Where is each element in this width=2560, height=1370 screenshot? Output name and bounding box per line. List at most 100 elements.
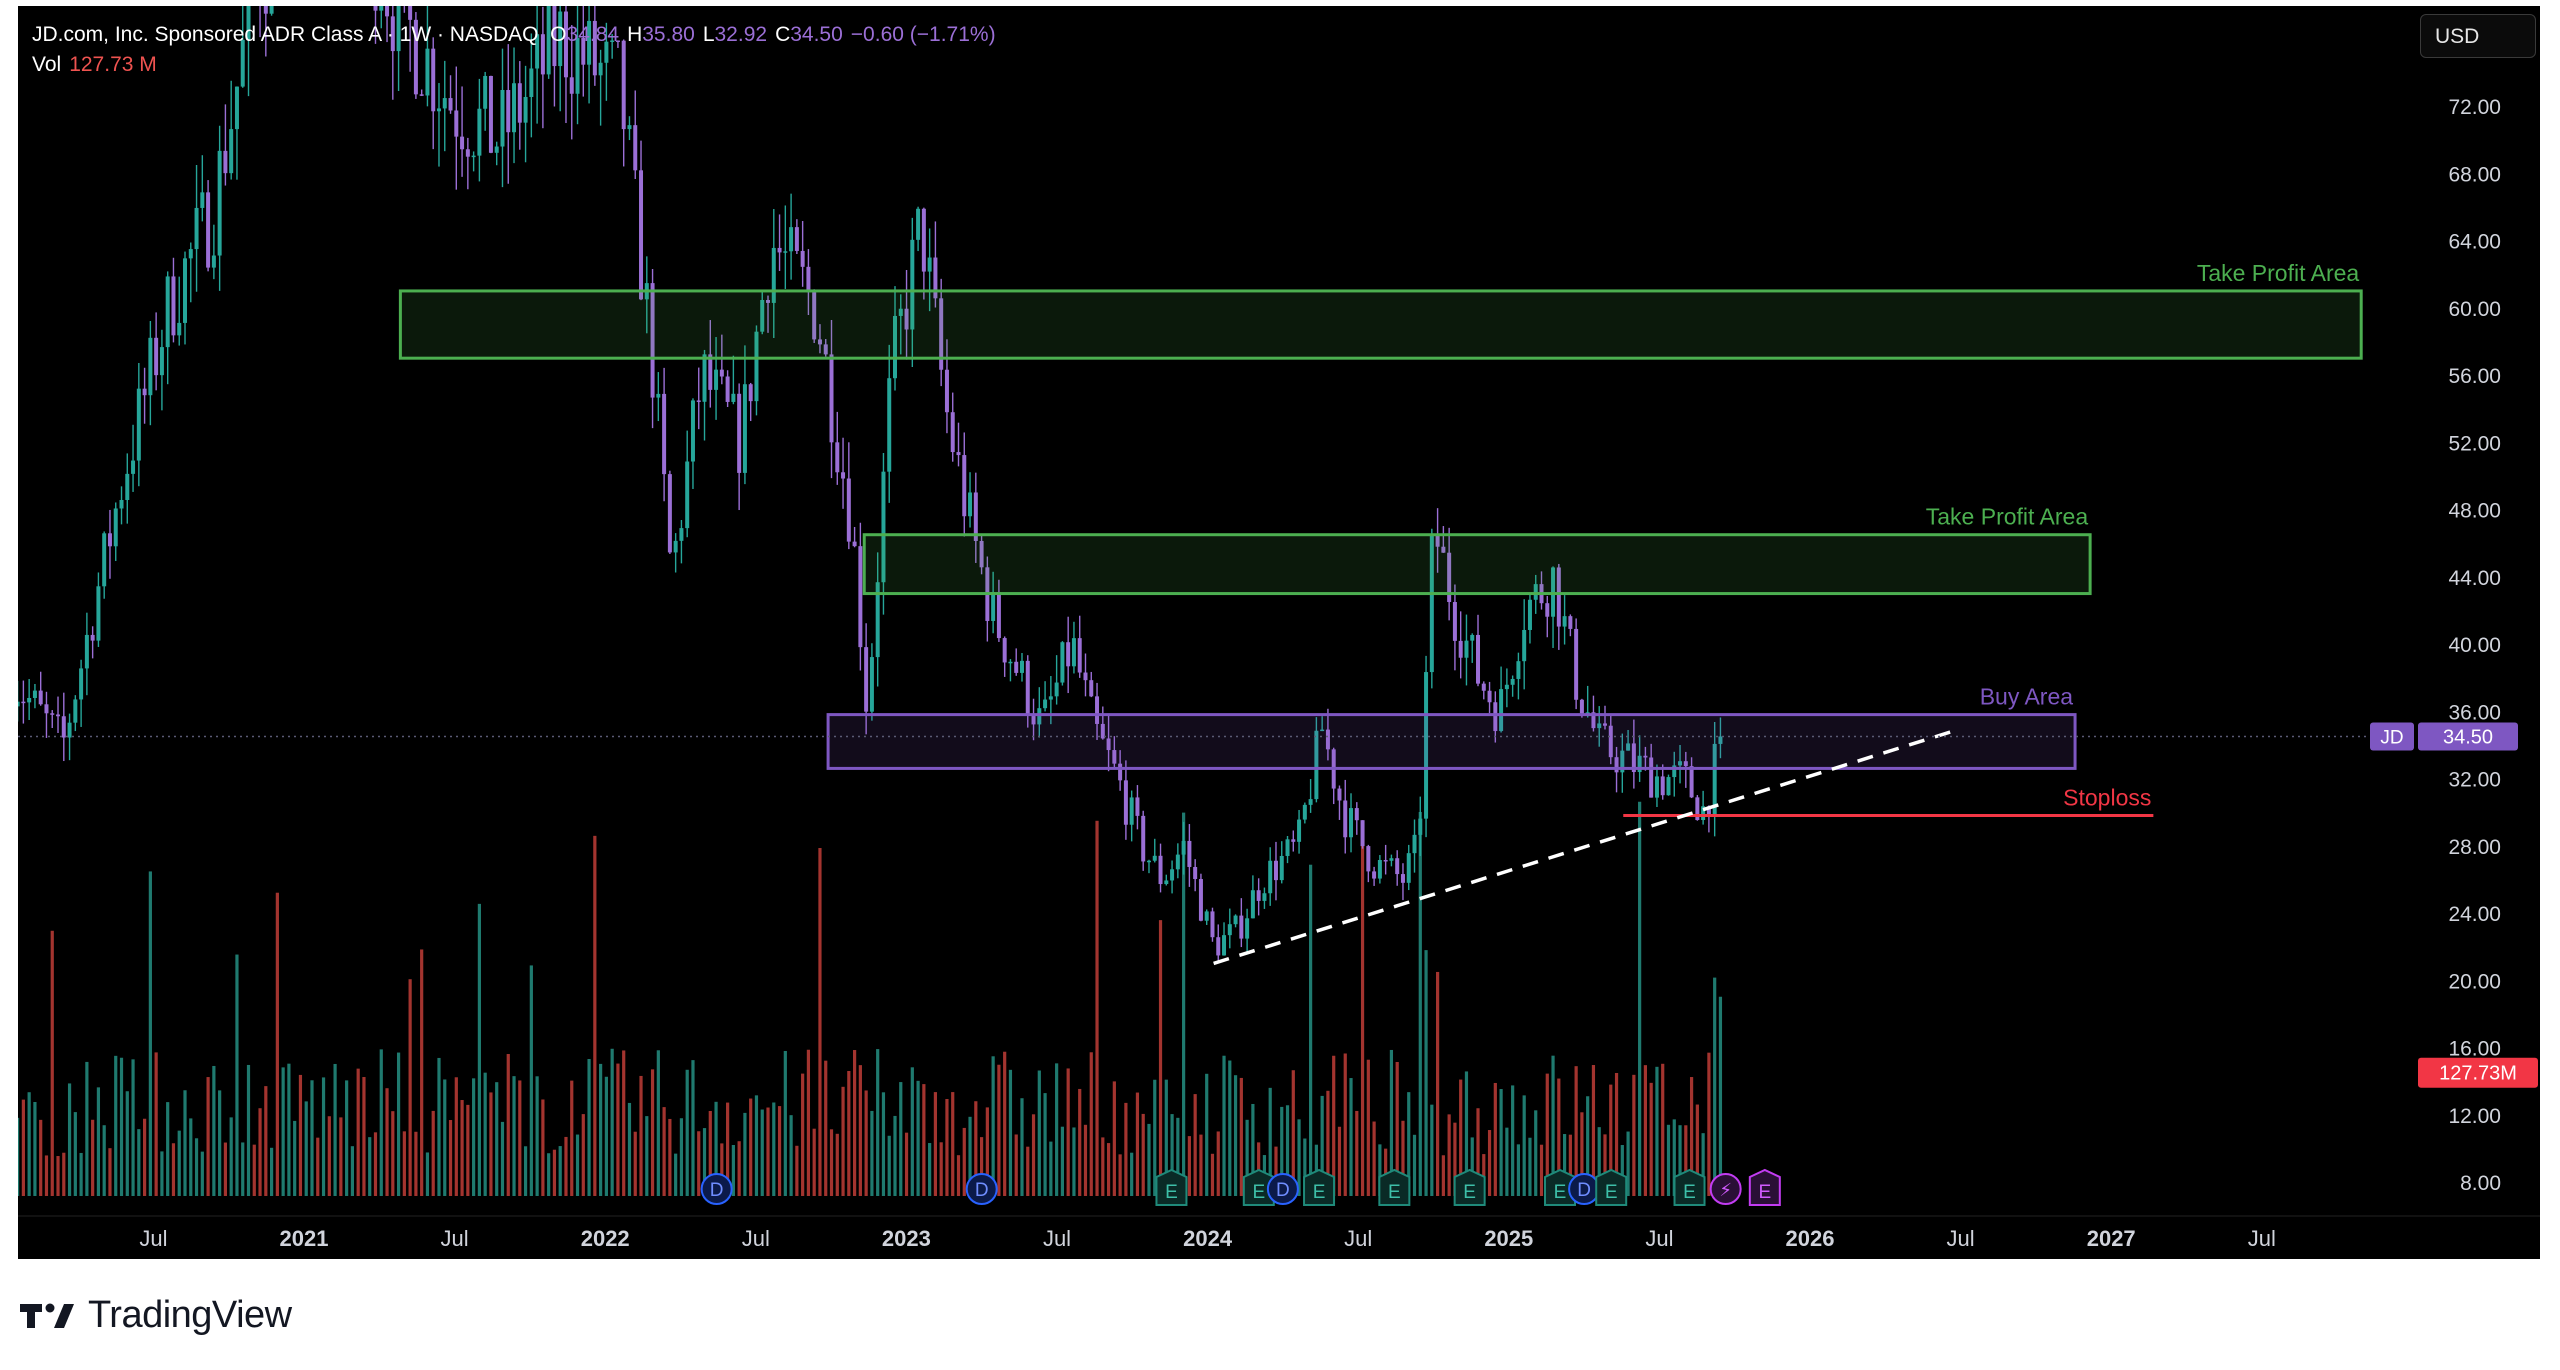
volume-bar <box>726 1102 730 1196</box>
volume-bar <box>876 1049 880 1196</box>
candle-body <box>933 257 938 299</box>
volume-bar <box>1430 1104 1434 1196</box>
volume-bar <box>962 1127 966 1196</box>
symbol-tag-label: JD <box>2380 727 2403 748</box>
earnings-event-marker[interactable] <box>1673 1168 1706 1206</box>
candle-body <box>794 227 799 251</box>
volume-label[interactable]: Vol <box>32 53 62 76</box>
close-value: 34.50 <box>790 23 843 46</box>
candle-body <box>148 337 153 396</box>
volume-bar <box>783 1050 787 1196</box>
candle-body <box>1302 804 1307 820</box>
candle-body <box>471 155 476 158</box>
candle-body <box>1476 634 1481 684</box>
take-profit-area-box[interactable] <box>398 289 2363 360</box>
volume-bar <box>1124 1102 1128 1196</box>
candle-body <box>419 94 424 96</box>
volume-bar <box>899 1082 903 1196</box>
candle-body <box>1435 534 1440 547</box>
candle-body <box>102 533 107 587</box>
candle-body <box>96 586 101 641</box>
volume-bar <box>102 1125 106 1196</box>
volume-bar <box>246 1064 251 1196</box>
volume-bar <box>1609 1084 1613 1196</box>
candle-body <box>615 40 620 42</box>
volume-bar <box>639 1075 643 1196</box>
tradingview-brand[interactable]: TradingView <box>20 1290 292 1340</box>
earnings-event-marker[interactable] <box>1303 1168 1336 1206</box>
candle-body <box>1002 638 1007 663</box>
candle-body <box>552 6 557 67</box>
volume-bar <box>541 1099 545 1196</box>
buy-area-box[interactable] <box>826 713 2077 770</box>
volume-bar <box>910 1067 914 1196</box>
volume-bar <box>1470 1137 1474 1196</box>
chart-frame[interactable]: Take Profit Area Take Profit Area Buy Area… <box>18 6 2540 1259</box>
volume-bar <box>806 1049 811 1196</box>
split-event-marker[interactable] <box>1709 1173 1742 1205</box>
volume-bar <box>67 1083 72 1196</box>
dividend-event-label: D <box>975 1180 989 1201</box>
dividend-event-marker[interactable] <box>700 1173 733 1205</box>
candle-body <box>1297 819 1302 842</box>
volume-bar <box>1153 1079 1157 1196</box>
volume-bar <box>1441 1155 1445 1196</box>
candle-body <box>107 533 112 547</box>
volume-bar <box>91 1119 95 1196</box>
candle-body <box>1037 708 1042 725</box>
dividend-event-marker[interactable] <box>1266 1173 1299 1205</box>
candle-body <box>610 40 615 42</box>
volume-bar <box>56 1156 60 1196</box>
candle-body <box>50 713 55 715</box>
volume-bar <box>506 1054 510 1196</box>
take-profit-area-box[interactable] <box>862 533 2092 596</box>
candle-body <box>708 354 713 390</box>
earnings-event-label: E <box>1388 1182 1401 1203</box>
earnings-event-marker[interactable] <box>1748 1168 1781 1206</box>
candle-body <box>1377 859 1382 879</box>
volume-bar <box>1528 1137 1532 1196</box>
volume-bar <box>1505 1127 1509 1196</box>
earnings-event-marker[interactable] <box>1155 1168 1188 1206</box>
earnings-event-marker[interactable] <box>1595 1168 1628 1206</box>
candle-body <box>546 6 551 75</box>
last-price-tag-label: 34.50 <box>2443 726 2493 748</box>
volume-bar <box>593 835 597 1196</box>
candle-body <box>506 90 511 133</box>
candle-body <box>454 110 459 137</box>
candle-body <box>1337 788 1342 801</box>
volume-bar <box>1031 1114 1036 1196</box>
volume-bar <box>881 1092 886 1196</box>
symbol-title[interactable]: JD.com, Inc. Sponsored ADR Class A · 1W … <box>32 23 539 46</box>
candle-body <box>754 331 759 402</box>
volume-bar <box>1436 971 1440 1196</box>
volume-bar <box>1343 1053 1347 1196</box>
volume-bar <box>1534 1110 1538 1196</box>
volume-bar <box>293 1120 297 1196</box>
trendline-dashed[interactable] <box>1213 728 1959 966</box>
candle-body <box>869 657 874 712</box>
candle-body <box>32 690 37 698</box>
earnings-event-marker[interactable] <box>1453 1168 1486 1206</box>
volume-bar <box>264 1086 268 1196</box>
currency-selector[interactable]: USD <box>2420 14 2536 58</box>
candle-body <box>685 461 690 529</box>
dividend-event-marker[interactable] <box>965 1173 998 1205</box>
candle-body <box>598 62 603 76</box>
tradingview-name: TradingView <box>88 1293 292 1336</box>
candle-body <box>413 19 418 95</box>
change-value: −0.60 (−1.71%) <box>850 23 996 46</box>
volume-bar <box>1372 1121 1376 1196</box>
tradingview-logo-icon <box>20 1303 74 1328</box>
volume-bar <box>1574 1066 1578 1196</box>
volume-bar <box>1453 1122 1457 1196</box>
candle-body <box>893 315 898 379</box>
legend-line-volume: Vol 127.73 M <box>32 50 996 80</box>
candle-body <box>1071 638 1076 667</box>
candle-body <box>1499 689 1504 732</box>
earnings-event-marker[interactable] <box>1378 1168 1411 1206</box>
candle-body <box>84 634 89 669</box>
candle-body <box>939 298 944 370</box>
price-chart[interactable]: Take Profit Area Take Profit Area Buy Area… <box>18 6 2540 1259</box>
volume-bar <box>1689 1077 1694 1196</box>
